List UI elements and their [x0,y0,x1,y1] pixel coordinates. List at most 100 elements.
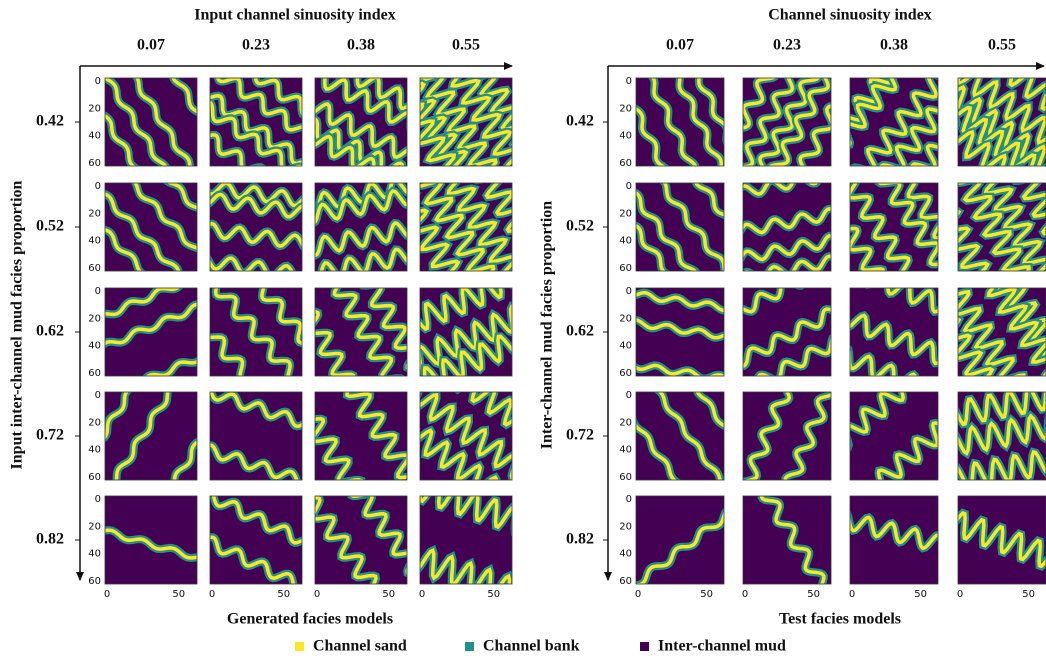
facies-channels [420,496,512,584]
row-label: 0.72 [566,427,594,444]
channel-sand [420,304,512,375]
channel-sand [636,363,724,376]
channel-sand [105,113,136,166]
facies-channels [420,183,512,271]
x-tick-label: 0 [314,589,320,600]
channel-sand [253,78,302,117]
channel-sand [694,183,724,217]
facies-channels [743,183,831,271]
y-tick-label: 0 [95,390,101,401]
facies-frame [209,495,303,585]
y-tick-label: 40 [88,549,101,560]
channel-sand [850,515,938,551]
facies-frame [104,391,198,481]
channel-sand [636,106,666,166]
row-label: 0.82 [36,531,64,548]
row-label: 0.62 [566,323,594,340]
row-label: 0.72 [36,427,64,444]
facies-channels [315,183,407,271]
channel-sand [650,78,698,166]
channel-sand [906,183,938,240]
facies-frame [314,391,408,481]
y-tick-label: 40 [619,549,632,560]
facies-channels [850,510,938,553]
panel-title: Input channel sinuosity index [194,7,395,24]
facies-channels [315,288,407,376]
caption: Generated facies models [227,611,393,628]
y-tick-label: 0 [626,76,632,87]
channel-sand [216,78,302,132]
channel-sand [877,183,938,267]
channel-sand [166,183,197,210]
channel-sand [213,288,292,376]
channel-sand [850,226,886,271]
y-tick-label: 40 [619,341,632,352]
channel-sand [105,288,181,317]
facies-frame [849,287,939,377]
facies-frame [635,287,725,377]
x-tick-label: 0 [742,589,748,600]
channel-sand [105,528,197,560]
channel-sand [1021,183,1046,236]
x-tick-label: 50 [172,589,185,600]
channel-sand [469,78,512,147]
y-tick-label: 20 [88,313,101,324]
facies-frame [419,495,513,585]
facies-channels [105,526,197,562]
y-tick-label: 20 [619,208,632,219]
column-label: 0.07 [666,37,694,54]
facies-frame [635,495,725,585]
channel-sand [105,227,143,271]
caption: Test facies models [779,611,901,628]
channel-sand [958,120,1022,166]
channel-sand [420,183,496,271]
channel-sand [319,247,407,271]
facies-frame [957,77,1046,167]
channel-sand [743,254,831,271]
legend-swatch [465,642,474,651]
legend-label: Inter-channel mud [658,638,786,655]
facies-frame [314,182,408,272]
legend-swatch [640,642,649,651]
channel-sand [743,78,777,130]
y-tick-label: 60 [88,263,101,274]
channel-sand [450,78,512,166]
channel-sand [958,317,995,376]
channel-sand [210,100,302,166]
channel-sand [958,510,1046,569]
y-tick-label: 60 [619,576,632,587]
legend-label: Channel sand [313,638,407,655]
channel-sand [879,107,938,166]
channel-sand [484,183,512,234]
y-tick-label: 20 [88,103,101,114]
channel-sand [876,421,938,480]
channel-sand [420,102,457,166]
y-tick-label: 0 [626,181,632,192]
facies-channels [420,288,512,376]
y-tick-label: 0 [95,76,101,87]
facies-frame [742,182,832,272]
facies-frame [314,77,408,167]
facies-channels [636,507,724,584]
channel-sand [315,183,407,214]
channel-sand [759,496,826,584]
channel-sand [743,207,831,235]
facies-channels [210,183,302,271]
facies-frame [419,287,513,377]
facies-channels [757,496,828,584]
channel-sand [315,221,407,258]
x-tick-label: 50 [487,589,500,600]
channel-sand [135,78,192,166]
channel-sand [853,78,938,166]
x-tick-label: 50 [382,589,395,600]
x-tick-label: 0 [209,589,215,600]
x-tick-label: 0 [957,589,963,600]
channel-sand [1008,78,1046,111]
facies-frame [104,182,198,272]
channel-sand [983,183,1046,271]
y-tick-label: 0 [626,494,632,505]
facies-channels [958,392,1046,480]
y-tick-label: 20 [88,417,101,428]
facies-channels [105,392,197,480]
facies-channels [958,508,1046,571]
